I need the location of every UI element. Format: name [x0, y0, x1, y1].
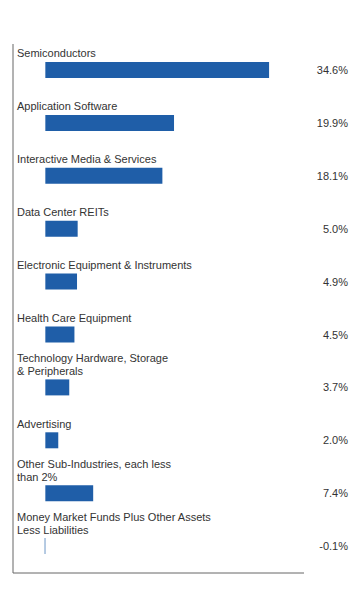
svg-text:Semiconductors: Semiconductors: [17, 47, 96, 59]
svg-text:7.4%: 7.4%: [323, 487, 348, 499]
svg-text:34.6%: 34.6%: [317, 64, 348, 76]
svg-text:19.9%: 19.9%: [317, 117, 348, 129]
svg-text:Health Care Equipment: Health Care Equipment: [17, 312, 131, 324]
svg-text:Electronic Equipment & Instrum: Electronic Equipment & Instruments: [17, 259, 192, 271]
svg-text:Data Center REITs: Data Center REITs: [17, 206, 109, 218]
svg-text:Other Sub-Industries, each les: Other Sub-Industries, each lessthan 2%: [17, 458, 172, 483]
svg-text:5.0%: 5.0%: [323, 223, 348, 235]
svg-text:3.7%: 3.7%: [323, 381, 348, 393]
svg-text:Application Software: Application Software: [17, 100, 117, 112]
svg-text:Advertising: Advertising: [17, 418, 71, 430]
svg-text:4.5%: 4.5%: [323, 329, 348, 341]
svg-text:Money Market Funds Plus Other: Money Market Funds Plus Other AssetsLess…: [17, 511, 211, 536]
svg-text:Technology Hardware, Storage&: Technology Hardware, Storage& Peripheral…: [17, 352, 168, 377]
svg-text:Interactive Media & Services: Interactive Media & Services: [17, 153, 157, 165]
svg-text:18.1%: 18.1%: [317, 170, 348, 182]
svg-text:2.0%: 2.0%: [323, 434, 348, 446]
svg-text:4.9%: 4.9%: [323, 276, 348, 288]
svg-text:-0.1%: -0.1%: [319, 540, 348, 552]
